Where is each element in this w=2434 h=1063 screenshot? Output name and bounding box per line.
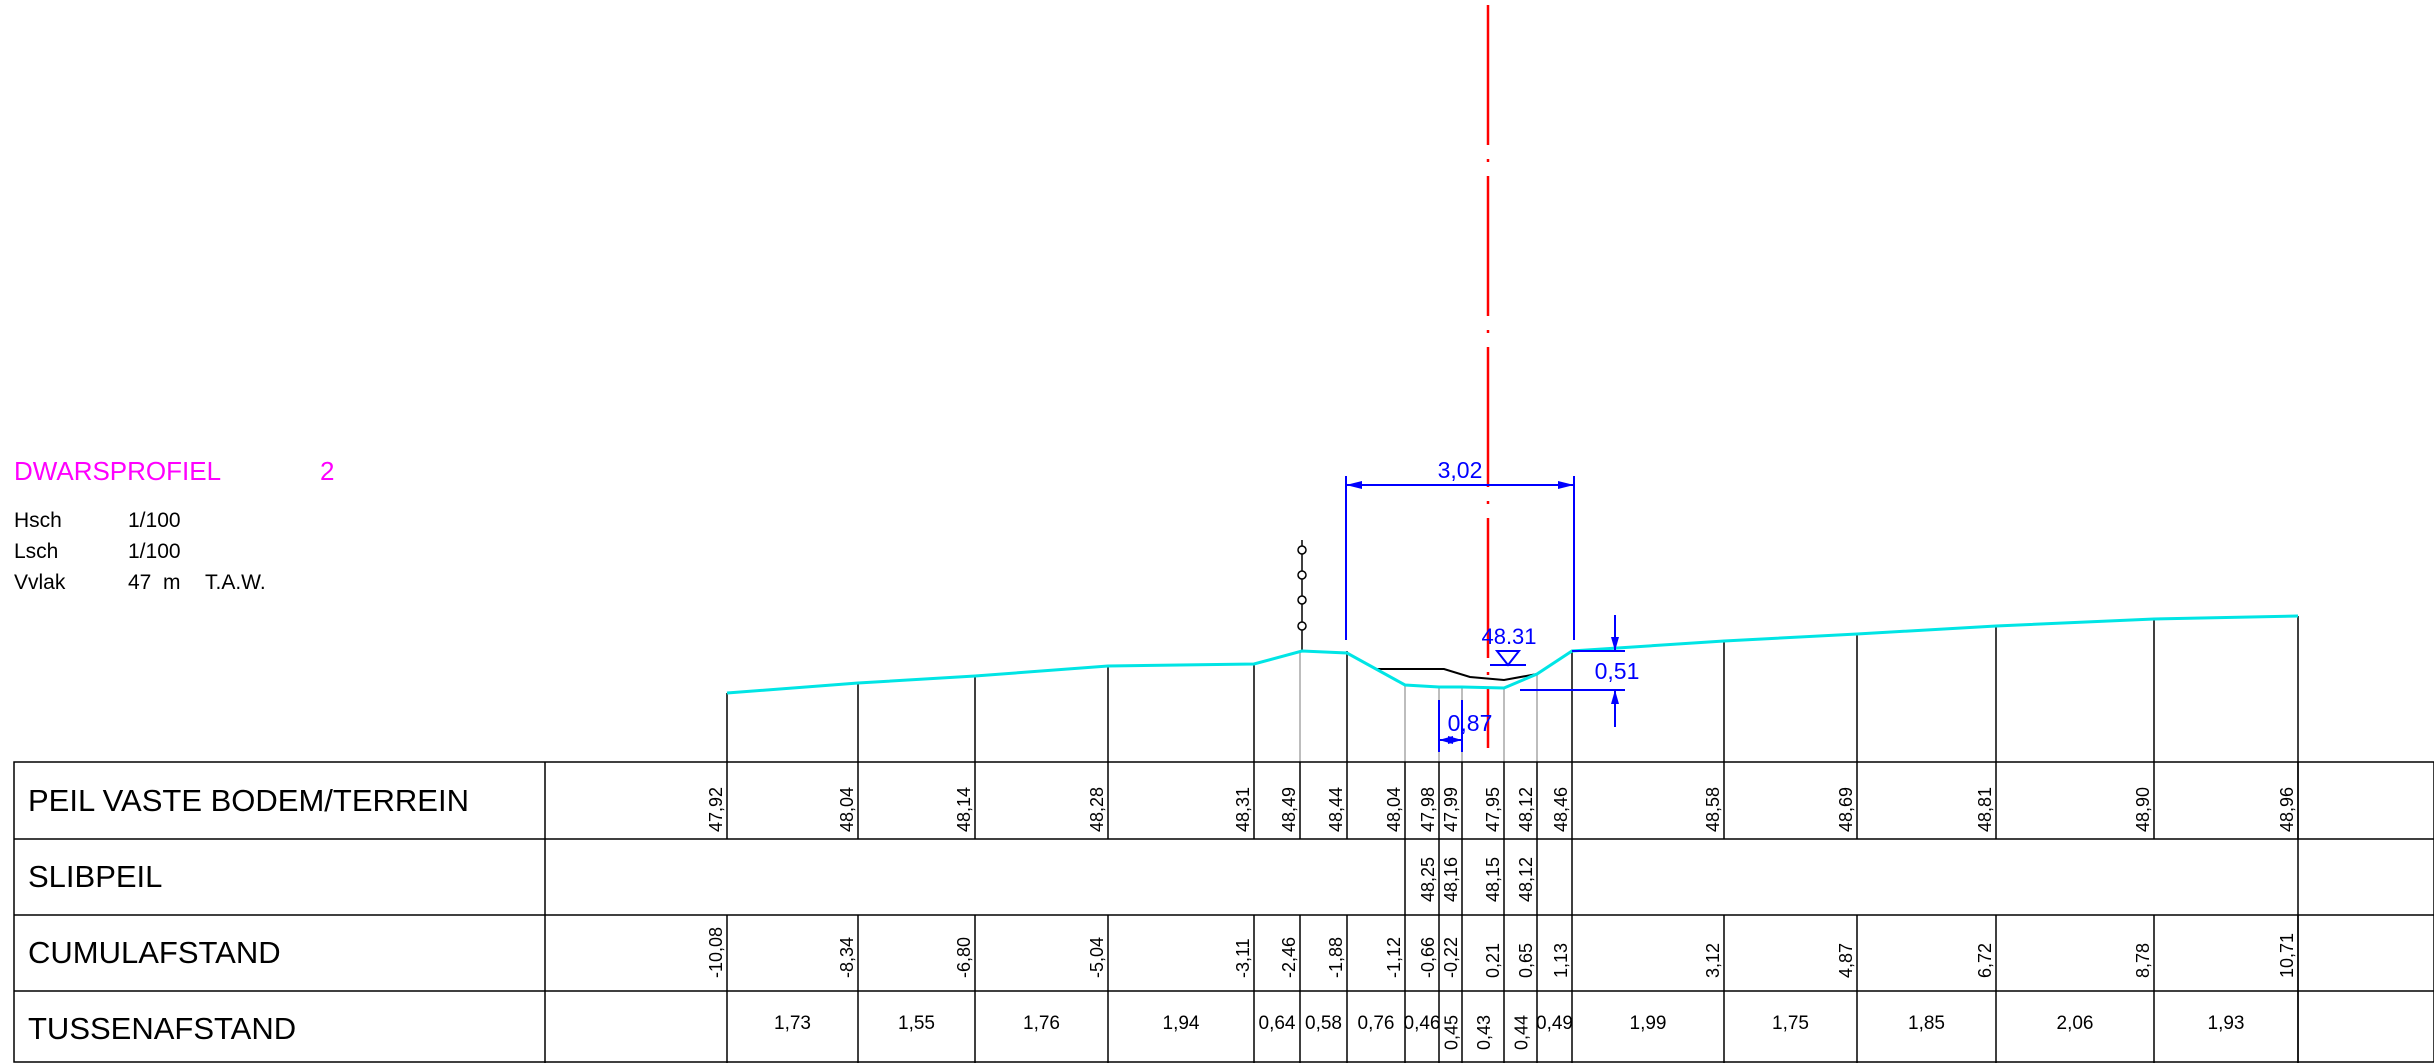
peil-value: 48,14 (954, 787, 974, 832)
slibpeil-value: 48,12 (1516, 857, 1536, 902)
cumul-value: -0,22 (1441, 937, 1461, 978)
peil-value: 48,44 (1326, 787, 1346, 832)
scale-value-hsch: 1/100 (128, 509, 181, 532)
cumul-value: -8,34 (837, 937, 857, 978)
terrain-profile (726, 614, 2299, 695)
slibpeil-value: 48,25 (1418, 857, 1438, 902)
tussen-value: 1,94 (1163, 1013, 1200, 1034)
peil-value: 48,90 (2133, 787, 2153, 832)
peil-value: 48,69 (1836, 787, 1856, 832)
tussen-value: 1,73 (774, 1013, 811, 1034)
station-lines-grey (1299, 651, 1538, 762)
reference-level-value: 47 m (128, 571, 181, 594)
peil-value: 48,49 (1279, 787, 1299, 832)
cumul-value: -3,11 (1233, 938, 1253, 978)
cumul-values: -10,08 -8,34 -6,80 -5,04 -3,11 -2,46 -1,88 -1,1… (706, 927, 2297, 978)
cumul-value: 10,71 (2277, 933, 2297, 978)
peil-value: 48,04 (837, 787, 857, 832)
peil-value: 48,12 (1516, 787, 1536, 832)
tussen-value: 0,64 (1259, 1013, 1296, 1034)
row-label-tussenafstand: TUSSENAFSTAND (28, 1011, 297, 1046)
cumul-value: -10,08 (706, 927, 726, 978)
peil-value: 48,04 (1384, 787, 1404, 832)
bottom-width-label: 0,87 (1448, 710, 1493, 736)
slibpeil-values: 48,25 48,16 48,15 48,12 (1418, 857, 1536, 902)
scale-label-lsch: Lsch (14, 540, 59, 563)
tussen-value: 0,44 (1512, 1015, 1532, 1050)
depth-dimension (1520, 615, 1625, 727)
peil-value: 48,46 (1551, 787, 1571, 832)
cumul-value: -1,12 (1384, 937, 1404, 978)
tussen-values: 1,73 1,55 1,76 1,94 0,64 0,58 0,76 0,46 0,45 0,43… (774, 1013, 2244, 1050)
scale-label-hsch: Hsch (14, 509, 62, 532)
tussen-value: 1,99 (1630, 1013, 1667, 1034)
slibpeil-value: 48,16 (1441, 857, 1461, 902)
cumul-value: -0,66 (1418, 937, 1438, 978)
peil-value: 48,58 (1703, 787, 1723, 832)
tussen-value: 1,76 (1023, 1013, 1060, 1034)
tussen-value: 0,49 (1536, 1013, 1573, 1034)
scale-value-lsch: 1/100 (128, 540, 181, 563)
cumul-value: 0,21 (1483, 943, 1503, 978)
peil-value: 48,96 (2277, 787, 2297, 832)
cumul-value: 0,65 (1516, 943, 1536, 978)
peil-value: 48,31 (1233, 787, 1253, 832)
station-lines (726, 616, 2299, 762)
slibpeil-value: 48,15 (1483, 857, 1503, 902)
profile-number: 2 (320, 456, 335, 486)
peil-value: 48,81 (1975, 787, 1995, 832)
table-column-lines (726, 762, 2299, 1063)
reference-level-datum: T.A.W. (205, 571, 266, 594)
peil-value: 47,99 (1441, 787, 1461, 832)
row-label-cumulafstand: CUMULAFSTAND (28, 935, 281, 970)
tussen-value: 1,93 (2208, 1013, 2245, 1034)
peil-value: 47,92 (706, 787, 726, 832)
data-table-grid (13, 761, 2434, 1063)
width-dimension (1345, 476, 1575, 640)
bottom-width-dimension (1438, 700, 1463, 752)
cumul-value: 3,12 (1703, 943, 1723, 978)
profile-title: DWARSPROFIEL (14, 456, 222, 486)
tussen-value: 1,75 (1772, 1013, 1809, 1034)
peil-values: 47,92 48,04 48,14 48,28 48,31 48,49 48,44 48,04… (706, 787, 2297, 832)
tussen-value: 0,45 (1442, 1015, 1462, 1050)
peil-value: 47,95 (1483, 787, 1503, 832)
cumul-value: -1,88 (1326, 937, 1346, 978)
tussen-value: 0,46 (1404, 1013, 1441, 1034)
depth-dimension-label: 0,51 (1595, 658, 1640, 684)
tussen-value: 0,76 (1358, 1013, 1395, 1034)
tussen-value: 0,58 (1305, 1013, 1342, 1034)
sediment-line (1377, 668, 1538, 682)
row-label-peil: PEIL VASTE BODEM/TERREIN (28, 783, 469, 818)
cumul-value: -2,46 (1279, 937, 1299, 978)
cumul-value: 8,78 (2133, 943, 2153, 978)
cumul-value: 1,13 (1551, 943, 1571, 978)
cumul-value: 6,72 (1975, 943, 1995, 978)
pole-symbol (1297, 540, 1307, 651)
tussen-value: 1,85 (1908, 1013, 1945, 1034)
water-level-label: 48.31 (1481, 624, 1536, 649)
cumul-value: -6,80 (954, 937, 974, 978)
tussen-value: 1,55 (898, 1013, 935, 1034)
width-dimension-label: 3,02 (1438, 457, 1483, 483)
tussen-value: 0,43 (1474, 1015, 1494, 1050)
peil-value: 47,98 (1418, 787, 1438, 832)
tussen-value: 2,06 (2057, 1013, 2094, 1034)
water-level-symbol (1490, 650, 1526, 667)
reference-level-label: Vvlak (14, 571, 66, 594)
peil-value: 48,28 (1087, 787, 1107, 832)
row-label-slibpeil: SLIBPEIL (28, 859, 163, 894)
cumul-value: -5,04 (1087, 937, 1107, 978)
cumul-value: 4,87 (1836, 943, 1856, 978)
